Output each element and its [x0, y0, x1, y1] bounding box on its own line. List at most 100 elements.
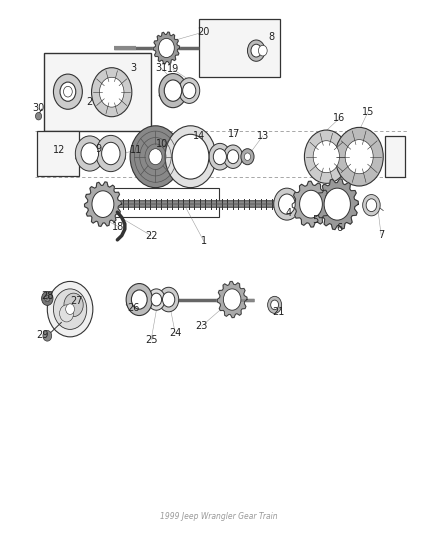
Circle shape: [159, 38, 174, 58]
Ellipse shape: [165, 158, 216, 167]
Circle shape: [53, 289, 87, 329]
Bar: [44, 53, 151, 131]
Circle shape: [223, 289, 241, 310]
Text: 7: 7: [378, 230, 384, 239]
Circle shape: [350, 145, 369, 168]
Circle shape: [227, 150, 239, 164]
Polygon shape: [316, 179, 358, 230]
Text: 10: 10: [156, 139, 168, 149]
Circle shape: [162, 292, 175, 307]
Ellipse shape: [126, 301, 152, 308]
Text: 24: 24: [169, 328, 181, 338]
Text: 25: 25: [145, 335, 157, 345]
Circle shape: [258, 45, 267, 56]
Circle shape: [66, 304, 74, 314]
Circle shape: [350, 145, 369, 168]
Circle shape: [268, 296, 282, 313]
Text: 20: 20: [198, 27, 210, 37]
Circle shape: [159, 74, 187, 108]
Circle shape: [60, 305, 74, 322]
Text: 15: 15: [362, 107, 374, 117]
Text: 3: 3: [131, 63, 137, 73]
Circle shape: [103, 82, 120, 103]
Circle shape: [35, 112, 42, 120]
Text: 1: 1: [201, 236, 207, 246]
Circle shape: [271, 300, 279, 310]
Bar: [199, 19, 280, 77]
Bar: [37, 131, 79, 176]
Circle shape: [159, 287, 179, 312]
Circle shape: [64, 293, 83, 317]
Circle shape: [247, 40, 265, 61]
Text: 27: 27: [71, 296, 83, 306]
Circle shape: [53, 74, 82, 109]
Circle shape: [241, 149, 254, 165]
Circle shape: [179, 78, 200, 103]
Ellipse shape: [159, 92, 187, 99]
Circle shape: [363, 195, 380, 216]
Ellipse shape: [75, 155, 104, 161]
Text: 1999 Jeep Wrangler Gear Train: 1999 Jeep Wrangler Gear Train: [160, 512, 278, 521]
Text: 29: 29: [37, 330, 49, 340]
Text: 31: 31: [155, 63, 167, 73]
Circle shape: [244, 153, 251, 160]
Polygon shape: [292, 181, 330, 227]
Circle shape: [43, 330, 52, 341]
Text: 9: 9: [95, 144, 102, 154]
Circle shape: [366, 199, 377, 212]
Circle shape: [213, 149, 226, 165]
Circle shape: [96, 135, 126, 172]
Circle shape: [149, 149, 162, 165]
Circle shape: [345, 140, 373, 174]
Circle shape: [60, 82, 76, 101]
Circle shape: [47, 281, 93, 337]
Circle shape: [92, 68, 132, 117]
Circle shape: [148, 289, 165, 310]
Circle shape: [42, 292, 53, 305]
Circle shape: [164, 80, 182, 101]
Polygon shape: [85, 182, 121, 227]
Circle shape: [92, 191, 114, 217]
Circle shape: [335, 127, 383, 186]
Circle shape: [172, 134, 209, 179]
Text: 23: 23: [195, 321, 208, 331]
Text: 26: 26: [127, 303, 140, 313]
Circle shape: [313, 141, 339, 173]
Text: 16: 16: [333, 114, 346, 123]
Text: 28: 28: [41, 291, 53, 301]
Bar: [385, 136, 405, 177]
Bar: [94, 188, 219, 217]
Circle shape: [103, 82, 120, 103]
Text: 6: 6: [336, 223, 343, 233]
Text: 11: 11: [130, 146, 142, 155]
Circle shape: [130, 126, 181, 188]
Circle shape: [81, 143, 99, 164]
Text: 18: 18: [112, 222, 124, 231]
Text: 12: 12: [53, 146, 65, 155]
Circle shape: [102, 142, 120, 165]
Circle shape: [165, 126, 216, 188]
Text: 2: 2: [87, 98, 93, 107]
Ellipse shape: [96, 155, 126, 162]
Circle shape: [64, 86, 72, 97]
Circle shape: [324, 188, 350, 220]
Text: 13: 13: [257, 131, 269, 141]
Text: 19: 19: [167, 64, 179, 74]
Text: 17: 17: [228, 130, 240, 139]
Text: 5: 5: [312, 215, 318, 224]
Circle shape: [99, 77, 124, 107]
Circle shape: [223, 145, 243, 168]
Circle shape: [75, 136, 104, 171]
Circle shape: [317, 146, 336, 168]
Circle shape: [251, 44, 261, 57]
Text: 14: 14: [193, 131, 205, 141]
Circle shape: [300, 190, 322, 218]
Circle shape: [126, 284, 152, 316]
Circle shape: [304, 130, 348, 183]
Circle shape: [274, 188, 300, 220]
Text: 30: 30: [32, 103, 45, 112]
Polygon shape: [153, 32, 180, 64]
Text: 8: 8: [268, 33, 275, 42]
Circle shape: [45, 295, 50, 302]
Circle shape: [151, 293, 162, 306]
